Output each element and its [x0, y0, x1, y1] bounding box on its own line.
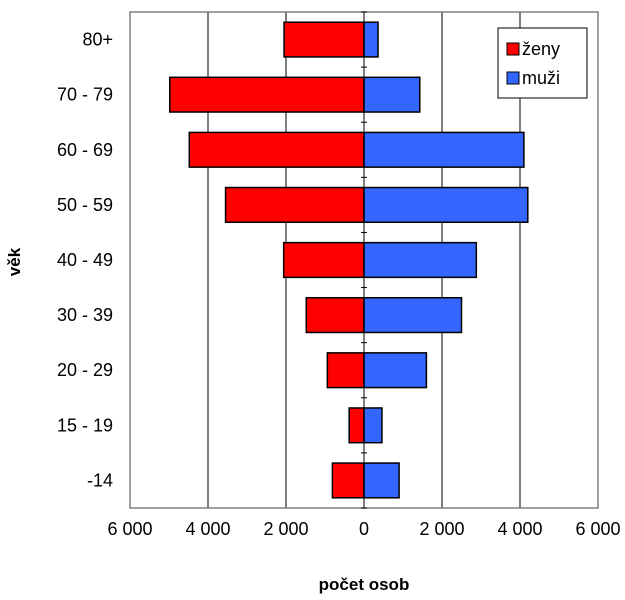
bar-zeny	[348, 407, 365, 444]
y-tick-label: 15 - 19	[57, 415, 113, 435]
y-axis-title: věk	[5, 247, 24, 276]
legend-box	[497, 27, 588, 99]
bar-zeny	[283, 21, 365, 58]
x-axis-title: počet osob	[319, 575, 410, 594]
y-tick-label: 70 - 79	[57, 85, 113, 105]
bar-zeny	[326, 352, 365, 389]
x-tick-labels: 6 000 4 000 2 000 0 2 000 4 000 6 000	[107, 519, 620, 539]
bars	[169, 21, 529, 499]
x-tick-label: 2 000	[263, 519, 308, 539]
y-tick-label: 40 - 49	[57, 250, 113, 270]
bar-zeny	[169, 76, 365, 113]
bar-muzi	[363, 352, 428, 389]
center-axis	[361, 11, 367, 509]
x-tick-label: 6 000	[575, 519, 620, 539]
bar-muzi	[363, 186, 529, 223]
bar-muzi	[363, 21, 379, 58]
x-tick-label: 0	[359, 519, 369, 539]
bar-muzi	[363, 76, 421, 113]
bar-muzi	[363, 241, 478, 279]
y-tick-label: -14	[87, 470, 113, 490]
bar-muzi	[363, 131, 525, 168]
bar-muzi	[363, 297, 463, 334]
x-tick-label: 2 000	[419, 519, 464, 539]
legend-swatch-muzi	[506, 71, 520, 85]
y-tick-label: 20 - 29	[57, 360, 113, 380]
bar-zeny	[282, 241, 365, 279]
legend-label-zeny: ženy	[522, 39, 560, 59]
y-tick-labels: 80+ 70 - 79 60 - 69 50 - 59 40 - 49 30 - 39 20…	[57, 30, 113, 491]
y-tick-label: 80+	[82, 30, 113, 50]
bar-muzi	[363, 407, 383, 444]
legend: ženy muži	[497, 27, 588, 99]
bar-zeny	[224, 186, 365, 223]
bar-zeny	[188, 131, 365, 168]
bar-zeny	[331, 462, 365, 499]
bar-zeny	[305, 297, 365, 334]
y-tick-label: 60 - 69	[57, 140, 113, 160]
legend-swatch-zeny	[506, 42, 520, 56]
x-tick-label: 4 000	[185, 519, 230, 539]
y-tick-label: 30 - 39	[57, 305, 113, 325]
x-tick-label: 4 000	[497, 519, 542, 539]
legend-label-muzi: muži	[522, 68, 560, 88]
x-tick-label: 6 000	[107, 519, 152, 539]
bar-muzi	[363, 462, 400, 499]
y-tick-label: 50 - 59	[57, 195, 113, 215]
